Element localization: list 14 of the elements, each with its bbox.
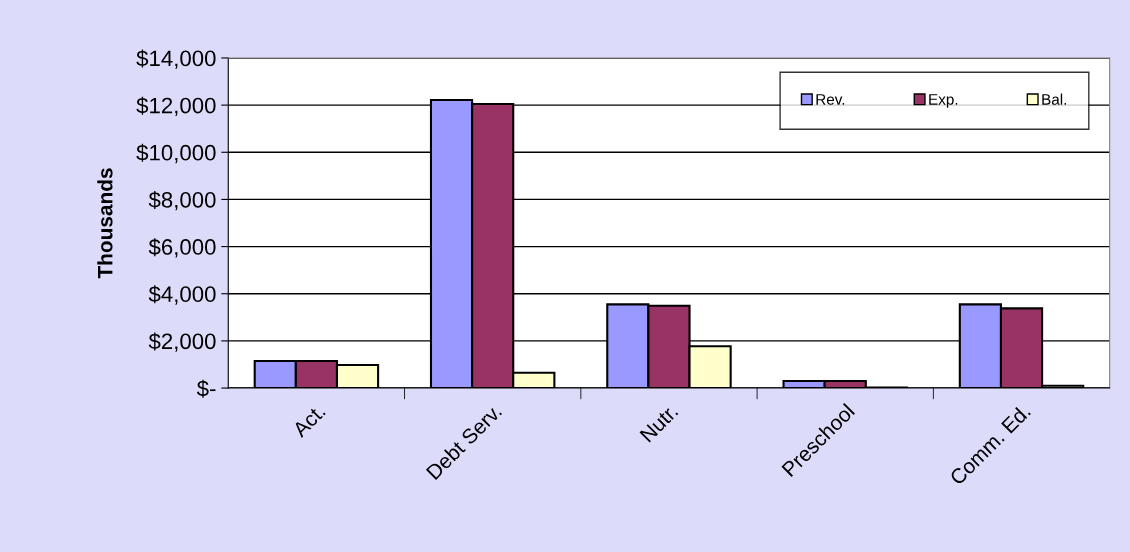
legend-label: Rev. (816, 94, 845, 105)
y-tick-label: $4,000 (148, 285, 216, 305)
legend-label: Exp. (929, 94, 958, 108)
y-axis-title: Thousands (97, 168, 113, 279)
y-tick-label: $12,000 (136, 96, 216, 117)
x-tick-label: Act. (291, 403, 326, 439)
y-tick-label: $2,000 (148, 332, 216, 352)
legend-label: Bal. (1042, 93, 1067, 105)
y-tick-label: $8,000 (148, 191, 216, 211)
y-tick-label: $6,000 (148, 238, 216, 258)
x-tick-label: Nutr. (639, 403, 679, 443)
y-tick-label: $10,000 (136, 143, 216, 164)
y-tick-label: $14,000 (136, 49, 216, 69)
y-tick-label: $- (196, 379, 216, 398)
